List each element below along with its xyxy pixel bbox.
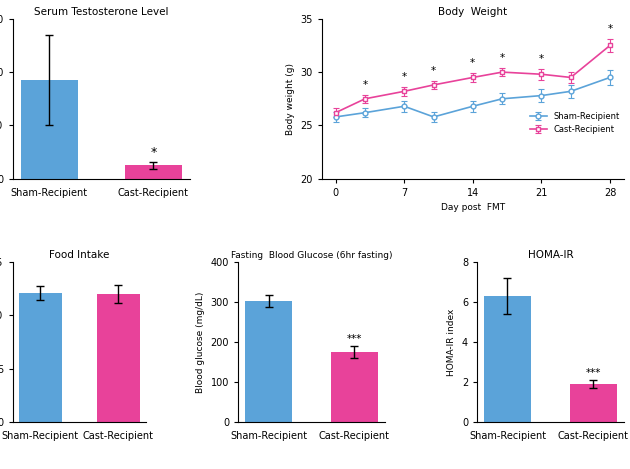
Bar (21, 80, 78, 179)
Text: *: * (431, 66, 436, 76)
Text: *: * (402, 72, 407, 82)
Text: *: * (362, 80, 367, 90)
Bar (484, 296, 531, 422)
Text: *: * (470, 58, 476, 68)
Title: Food Intake: Food Intake (49, 250, 110, 260)
Legend: Sham-Recipient, Cast-Recipient: Sham-Recipient, Cast-Recipient (530, 112, 619, 134)
Y-axis label: Body weight (g): Body weight (g) (286, 63, 295, 135)
Title: HOMA-IR: HOMA-IR (527, 250, 573, 260)
Title: Body  Weight: Body Weight (438, 7, 507, 16)
Text: *: * (500, 53, 505, 63)
Bar (125, 166, 182, 179)
Bar (570, 384, 617, 422)
Title: Fasting  Blood Glucose (6hr fasting): Fasting Blood Glucose (6hr fasting) (231, 251, 392, 260)
Text: *: * (607, 24, 612, 34)
Bar (331, 352, 378, 422)
X-axis label: Day post  FMT: Day post FMT (441, 204, 505, 212)
Y-axis label: Blood glucose (mg/dL): Blood glucose (mg/dL) (196, 291, 205, 393)
Text: ***: *** (586, 369, 601, 378)
Y-axis label: HOMA-IR index: HOMA-IR index (447, 309, 456, 376)
Text: *: * (539, 54, 544, 64)
Title: Serum Testosterone Level: Serum Testosterone Level (34, 7, 169, 16)
Text: *: * (151, 146, 156, 159)
Bar (97, 294, 140, 422)
Bar (245, 301, 292, 422)
Text: ***: *** (346, 333, 362, 344)
Bar (19, 293, 62, 422)
